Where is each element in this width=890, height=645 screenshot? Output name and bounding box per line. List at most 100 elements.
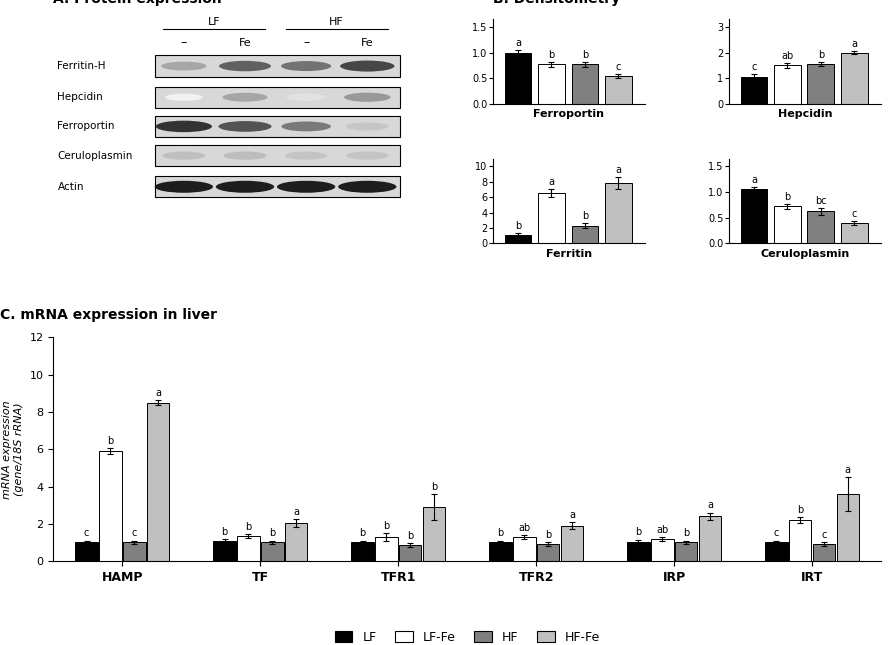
Text: b: b	[582, 50, 588, 60]
Text: b: b	[514, 221, 521, 231]
Text: bc: bc	[815, 196, 827, 206]
Text: B. Densitometry: B. Densitometry	[493, 0, 620, 6]
Bar	[627, 542, 650, 561]
Bar	[156, 55, 400, 77]
Text: Fe: Fe	[361, 37, 374, 48]
Text: b: b	[384, 521, 390, 531]
Text: b: b	[222, 526, 228, 537]
Bar	[571, 64, 598, 104]
Bar	[156, 115, 400, 137]
Bar	[571, 226, 598, 243]
Bar	[740, 77, 767, 104]
Bar	[99, 451, 122, 561]
Bar	[774, 206, 801, 243]
Bar	[285, 523, 307, 561]
Bar	[538, 64, 565, 104]
X-axis label: Ferritin: Ferritin	[546, 249, 592, 259]
Text: a: a	[548, 177, 554, 187]
Text: c: c	[616, 61, 621, 72]
Bar	[505, 53, 531, 104]
Ellipse shape	[285, 152, 328, 160]
Bar	[505, 235, 531, 243]
Bar	[513, 537, 536, 561]
Bar	[261, 542, 284, 561]
X-axis label: Hepcidin: Hepcidin	[778, 110, 832, 119]
Text: a: a	[569, 510, 575, 520]
Ellipse shape	[340, 61, 394, 72]
Bar	[490, 542, 512, 561]
Legend: LF, LF-Fe, HF, HF-Fe: LF, LF-Fe, HF, HF-Fe	[330, 626, 604, 645]
Text: Hepcidin: Hepcidin	[58, 92, 103, 102]
Bar	[399, 545, 422, 561]
Ellipse shape	[222, 93, 268, 102]
Text: b: b	[582, 211, 588, 221]
Text: b: b	[683, 528, 689, 539]
Ellipse shape	[277, 181, 336, 193]
Bar	[156, 145, 400, 166]
Text: b: b	[548, 50, 554, 60]
Text: b: b	[360, 528, 366, 539]
Bar	[841, 53, 868, 104]
Bar	[837, 494, 859, 561]
Bar	[237, 536, 260, 561]
Bar	[807, 64, 834, 104]
Text: c: c	[821, 530, 827, 541]
Bar	[147, 402, 169, 561]
Ellipse shape	[156, 121, 212, 132]
Text: c: c	[852, 208, 857, 219]
Text: Actin: Actin	[58, 182, 84, 192]
Text: HF: HF	[329, 17, 344, 27]
Y-axis label: mRNA expression
(gene/18S rRNA): mRNA expression (gene/18S rRNA)	[3, 400, 24, 499]
Ellipse shape	[281, 121, 331, 132]
Text: a: a	[293, 507, 299, 517]
Bar	[76, 542, 98, 561]
Ellipse shape	[219, 61, 271, 72]
Bar	[765, 542, 788, 561]
Bar	[789, 520, 812, 561]
Text: b: b	[407, 531, 413, 541]
Bar	[423, 507, 445, 561]
Bar	[740, 190, 767, 243]
Ellipse shape	[344, 93, 391, 102]
Bar	[651, 539, 674, 561]
Text: c: c	[132, 528, 137, 539]
Ellipse shape	[287, 94, 326, 101]
Text: b: b	[246, 522, 252, 532]
Ellipse shape	[346, 123, 388, 130]
Bar	[214, 541, 236, 561]
Text: C. mRNA expression in liver: C. mRNA expression in liver	[0, 308, 216, 322]
Bar	[375, 537, 398, 561]
Text: b: b	[784, 192, 790, 202]
Text: ab: ab	[781, 51, 794, 61]
Bar	[605, 183, 632, 243]
Text: ab: ab	[518, 523, 530, 533]
Text: LF: LF	[208, 17, 221, 27]
Text: a: a	[615, 165, 621, 175]
Ellipse shape	[338, 181, 396, 193]
Text: Fe: Fe	[239, 37, 251, 48]
Text: Ferroportin: Ferroportin	[58, 121, 115, 132]
Ellipse shape	[281, 61, 331, 71]
Bar	[352, 542, 374, 561]
Ellipse shape	[218, 121, 271, 132]
Bar	[156, 86, 400, 108]
Text: b: b	[797, 505, 804, 515]
Bar	[538, 194, 565, 243]
Text: a: a	[515, 38, 521, 48]
Bar	[123, 542, 146, 561]
Bar	[807, 212, 834, 243]
Bar	[813, 544, 836, 561]
Text: a: a	[845, 465, 851, 475]
Text: Ferritin-H: Ferritin-H	[58, 61, 106, 71]
Text: A. Protein expression: A. Protein expression	[53, 0, 222, 6]
Text: Ceruloplasmin: Ceruloplasmin	[58, 151, 133, 161]
Text: a: a	[852, 39, 857, 49]
Text: b: b	[635, 528, 642, 537]
Ellipse shape	[215, 181, 274, 193]
Ellipse shape	[223, 152, 266, 160]
Bar	[537, 544, 560, 561]
Bar	[841, 223, 868, 243]
Text: b: b	[498, 528, 504, 539]
Text: b: b	[818, 50, 824, 60]
Text: b: b	[108, 436, 114, 446]
